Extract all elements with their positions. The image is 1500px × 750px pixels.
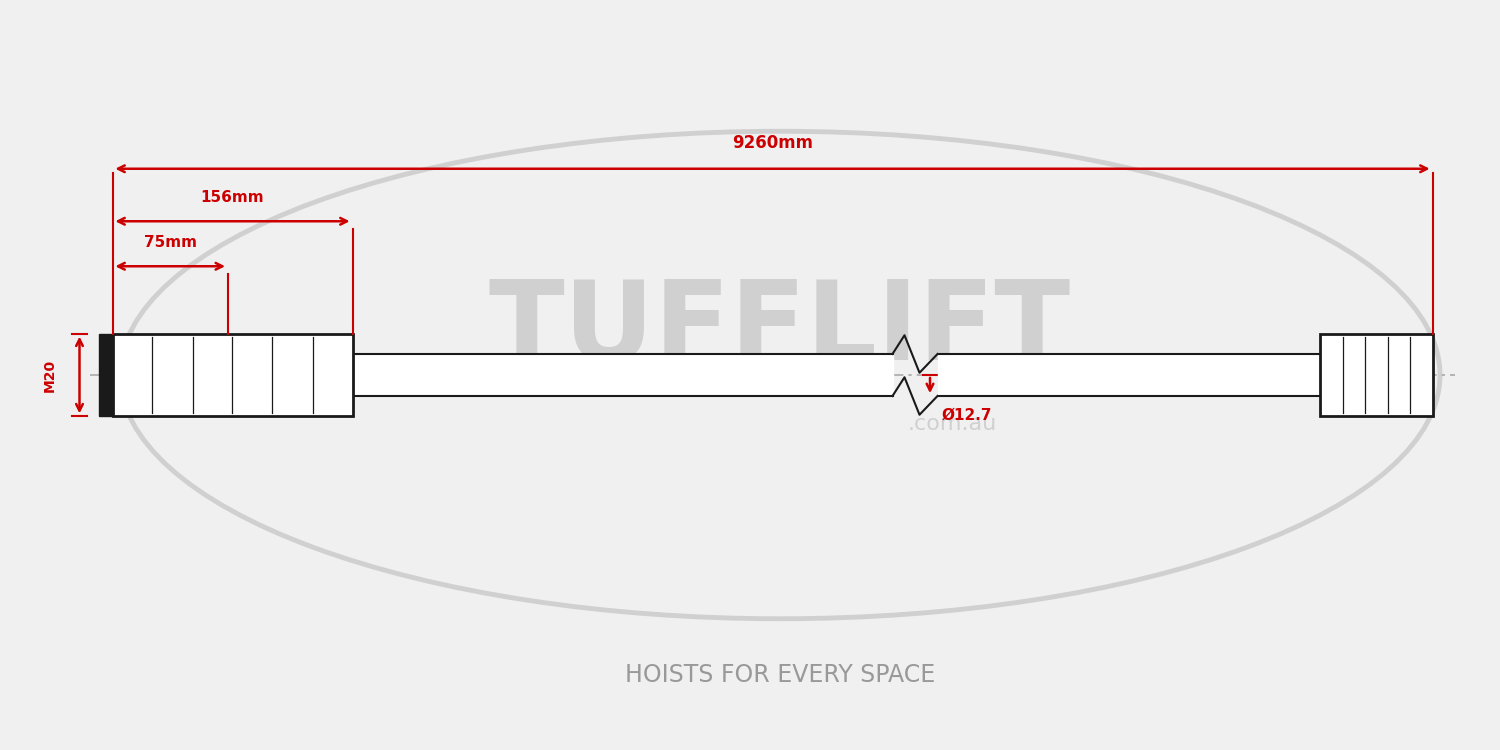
- Text: 156mm: 156mm: [201, 190, 264, 205]
- Bar: [112, 334, 352, 416]
- Text: HOISTS FOR EVERY SPACE: HOISTS FOR EVERY SPACE: [626, 663, 934, 687]
- Text: 9260mm: 9260mm: [732, 134, 813, 152]
- Text: 75mm: 75mm: [144, 235, 196, 250]
- Text: TUFFLIFT: TUFFLIFT: [489, 277, 1071, 383]
- Bar: [1320, 334, 1432, 416]
- Text: M20: M20: [42, 358, 57, 392]
- Bar: [99, 334, 112, 416]
- Text: .com.au: .com.au: [908, 414, 998, 434]
- Text: Ø12.7: Ø12.7: [942, 407, 993, 422]
